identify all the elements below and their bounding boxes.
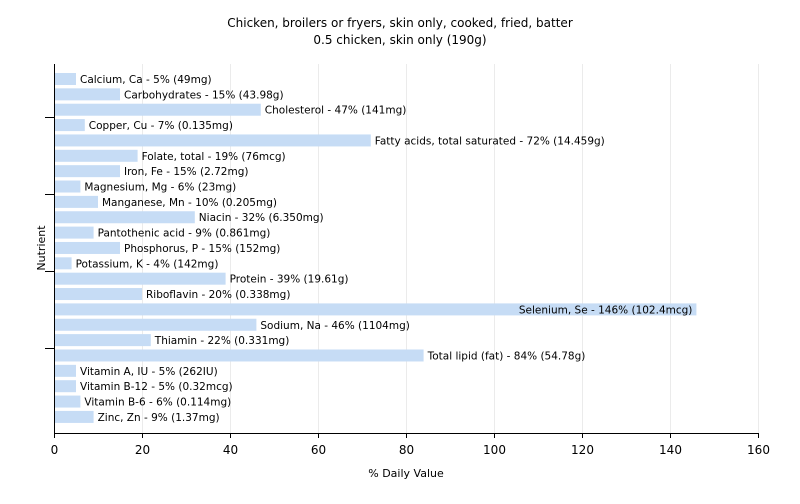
bar <box>54 241 120 254</box>
bar <box>54 88 120 101</box>
bar <box>54 103 261 116</box>
bar-label: Vitamin B-6 - 6% (0.114mg) <box>84 397 231 409</box>
bar-label: Riboflavin - 20% (0.338mg) <box>146 289 290 301</box>
x-tick-label: 20 <box>135 443 150 457</box>
bar <box>54 180 81 193</box>
bar-label: Calcium, Ca - 5% (49mg) <box>80 74 212 86</box>
bar-label: Magnesium, Mg - 6% (23mg) <box>84 182 236 194</box>
x-axis-title: % Daily Value <box>368 467 444 480</box>
bar <box>54 349 424 362</box>
bars: Calcium, Ca - 5% (49mg) Carbohydrates - 1… <box>54 73 697 424</box>
bar <box>54 165 120 178</box>
bar-label: Total lipid (fat) - 84% (54.78g) <box>427 350 586 362</box>
bar <box>54 303 697 316</box>
y-axis-title: Nutrient <box>35 225 48 271</box>
bar <box>54 211 195 224</box>
bar-label: Cholesterol - 47% (141mg) <box>265 105 407 117</box>
x-tick-label: 0 <box>51 443 59 457</box>
bar <box>54 119 85 132</box>
bar-label: Protein - 39% (19.61g) <box>230 274 349 286</box>
bar-label: Zinc, Zn - 9% (1.37mg) <box>98 412 220 424</box>
bar-label: Thiamin - 22% (0.331mg) <box>154 335 290 347</box>
x-tick-label: 160 <box>747 443 770 457</box>
bar <box>54 334 151 347</box>
chart-title: Chicken, broilers or fryers, skin only, … <box>227 16 573 30</box>
bar-label: Copper, Cu - 7% (0.135mg) <box>89 120 233 132</box>
bar <box>54 134 371 147</box>
bar <box>54 195 98 208</box>
bar <box>54 288 142 301</box>
bar-label: Carbohydrates - 15% (43.98g) <box>124 89 284 101</box>
bar-label: Fatty acids, total saturated - 72% (14.4… <box>375 135 605 147</box>
bar-label: Folate, total - 19% (76mcg) <box>142 151 286 163</box>
bar <box>54 73 76 85</box>
chart-subtitle: 0.5 chicken, skin only (190g) <box>313 33 486 47</box>
axes: 0 20 40 60 80 100 120 140 160 <box>45 64 770 457</box>
bar-label: Manganese, Mn - 10% (0.205mg) <box>102 197 277 209</box>
bar <box>54 149 138 162</box>
bar-label: Selenium, Se - 146% (102.4mcg) <box>519 304 693 316</box>
x-tick-label: 80 <box>399 443 414 457</box>
bar <box>54 257 72 270</box>
bar-label: Iron, Fe - 15% (2.72mg) <box>124 166 248 178</box>
bar <box>54 226 94 239</box>
x-tick-label: 140 <box>659 443 682 457</box>
bar-label: Pantothenic acid - 9% (0.861mg) <box>98 228 271 240</box>
bar-label: Sodium, Na - 46% (1104mg) <box>260 320 409 332</box>
x-tick-label: 40 <box>223 443 238 457</box>
gridlines <box>142 64 759 433</box>
x-tick-label: 60 <box>311 443 326 457</box>
bar <box>54 380 76 393</box>
bar <box>54 364 76 377</box>
bar-label: Vitamin A, IU - 5% (262IU) <box>80 366 218 378</box>
bar-label: Vitamin B-12 - 5% (0.32mcg) <box>80 381 233 393</box>
bar-label: Potassium, K - 4% (142mg) <box>76 258 219 270</box>
bar <box>54 272 226 285</box>
bar-label: Phosphorus, P - 15% (152mg) <box>124 243 280 255</box>
x-tick-label: 120 <box>571 443 594 457</box>
bar <box>54 318 257 331</box>
bar <box>54 395 81 408</box>
x-tick-label: 100 <box>483 443 506 457</box>
bar-label: Niacin - 32% (6.350mg) <box>199 212 324 224</box>
bar <box>54 410 94 423</box>
